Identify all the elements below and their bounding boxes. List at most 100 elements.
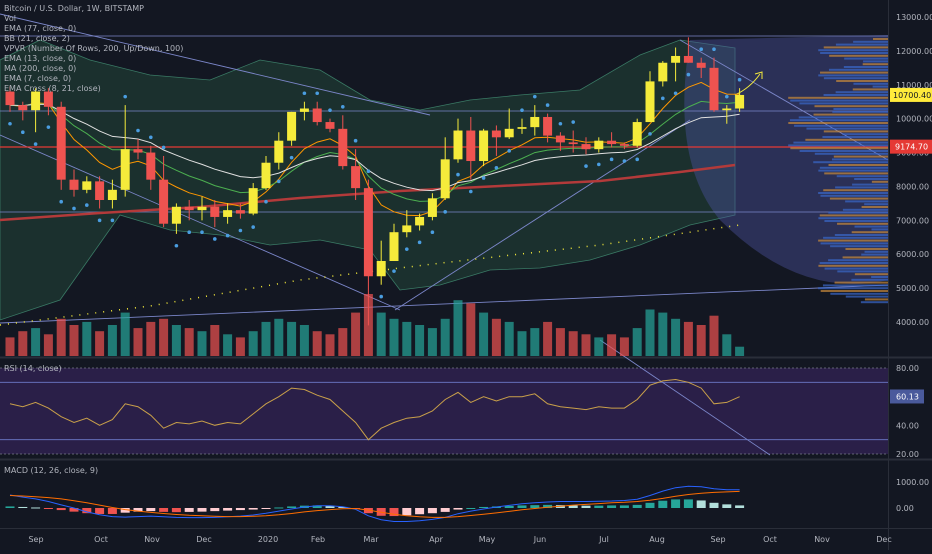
sar-dot xyxy=(341,105,345,109)
projection-arrow xyxy=(734,73,761,96)
candle-body xyxy=(466,130,476,162)
indicator-label[interactable]: BB (21, close, 2) xyxy=(4,34,70,43)
vpvr-bar xyxy=(793,141,888,144)
vpvr-bar xyxy=(845,248,888,250)
rsi-label[interactable]: RSI (14, close) xyxy=(4,364,62,373)
vpvr-bar xyxy=(822,284,888,287)
volume-bar xyxy=(120,312,130,356)
sar-dot xyxy=(481,176,486,180)
vpvr-bar xyxy=(854,225,888,228)
vpvr-bar xyxy=(852,88,888,91)
sar-dot xyxy=(21,130,25,135)
vpvr-bar xyxy=(820,71,888,74)
vpvr-bar xyxy=(845,295,888,298)
indicator-label[interactable]: MA (200, close, 0) xyxy=(4,64,77,73)
sar-dot xyxy=(302,91,307,96)
volume-bar xyxy=(5,337,15,356)
price-tick-label: 6000.00 xyxy=(896,250,929,259)
macd-histogram-bar xyxy=(453,508,463,510)
sar-dot xyxy=(725,94,729,99)
vpvr-bar xyxy=(829,54,888,57)
vpvr-bar xyxy=(820,52,888,54)
macd-histogram-bar xyxy=(479,506,489,508)
candle-body xyxy=(543,116,553,136)
time-tick-label: Sep xyxy=(710,535,725,544)
macd-histogram-bar xyxy=(530,505,540,508)
symbol-title[interactable]: Bitcoin / U.S. Dollar, 1W, BITSTAMP xyxy=(4,4,144,13)
candle-body xyxy=(95,181,105,200)
sar-dot xyxy=(149,135,153,140)
sar-dot xyxy=(584,164,588,168)
candle-body xyxy=(351,166,361,189)
candle-body xyxy=(43,91,53,107)
price-tick-label: 4000.00 xyxy=(896,318,929,327)
indicator-label[interactable]: Vol xyxy=(4,14,16,23)
macd-pane: 1000.00 0.00 xyxy=(5,478,929,522)
price-tick-label: 13000.00 xyxy=(896,13,932,22)
vpvr-bar xyxy=(837,270,888,273)
last-price-badge xyxy=(890,87,932,102)
vpvr-bar xyxy=(788,144,888,147)
vpvr-bar xyxy=(864,298,888,301)
vpvr-bar xyxy=(852,183,888,186)
macd-histogram-bar xyxy=(735,505,745,508)
trendline-rsi xyxy=(599,339,771,456)
macd-histogram-bar xyxy=(133,508,143,512)
sar-dot xyxy=(469,189,473,194)
volume-bar xyxy=(543,321,553,356)
indicator-label[interactable]: VPVR (Number Of Rows, 200, Up/Down, 100) xyxy=(4,44,184,53)
indicator-label[interactable]: EMA (77, close, 0) xyxy=(4,24,77,33)
macd-histogram-bar xyxy=(210,508,220,512)
volume-bar xyxy=(210,325,220,356)
macd-histogram-bar xyxy=(107,508,117,514)
volume-bar xyxy=(504,321,514,356)
volume-bar xyxy=(197,331,207,356)
volume-bar xyxy=(235,337,245,356)
sar-dot xyxy=(72,206,76,211)
sar-dot xyxy=(8,121,12,126)
last-price-label: 10700.40 xyxy=(893,91,931,100)
volume-bar xyxy=(95,331,105,356)
sar-dot xyxy=(622,159,627,163)
time-tick-label: Oct xyxy=(94,535,108,544)
volume-bar xyxy=(683,321,693,356)
vpvr-bar xyxy=(819,214,888,217)
candle-body xyxy=(274,140,284,163)
candle-body xyxy=(146,152,156,180)
vpvr-bar xyxy=(834,234,888,236)
macd-histogram-bar xyxy=(415,508,425,515)
sar-dot xyxy=(251,225,255,229)
volume-bar xyxy=(581,334,591,356)
rsi-line xyxy=(9,378,740,441)
vpvr-bar xyxy=(814,105,888,108)
candle-body xyxy=(56,106,66,180)
macd-label[interactable]: MACD (12, 26, close, 9) xyxy=(4,466,99,475)
vpvr-bar xyxy=(843,66,888,68)
vpvr-bar xyxy=(830,292,888,295)
indicator-label[interactable]: EMA (13, close, 0) xyxy=(4,54,77,63)
vpvr-bar xyxy=(820,194,888,197)
sar-dot xyxy=(635,157,639,162)
vpvr-bar xyxy=(789,119,888,122)
candle-body xyxy=(722,108,732,111)
volume-bar xyxy=(607,334,617,356)
vpvr-bar xyxy=(806,127,888,130)
sar-dot xyxy=(533,94,537,99)
indicator-label[interactable]: EMA Cross (8, 21, close) xyxy=(4,84,101,93)
indicator-label[interactable]: EMA (7, close, 0) xyxy=(4,74,72,83)
vpvr-bar xyxy=(790,147,888,150)
vpvr-bar xyxy=(871,180,888,183)
vpvr-bar xyxy=(818,239,888,242)
sar-dot xyxy=(456,172,460,177)
vpvr-bar xyxy=(805,138,888,141)
arrowhead-icon xyxy=(754,71,763,79)
trendline-ascending xyxy=(394,119,691,311)
vpvr-bar xyxy=(814,152,888,155)
sar-dot xyxy=(737,77,742,82)
vpvr-bar xyxy=(830,245,888,248)
volume-bar xyxy=(184,328,194,356)
volume-bar xyxy=(223,334,233,356)
vpvr-bar xyxy=(862,63,888,66)
